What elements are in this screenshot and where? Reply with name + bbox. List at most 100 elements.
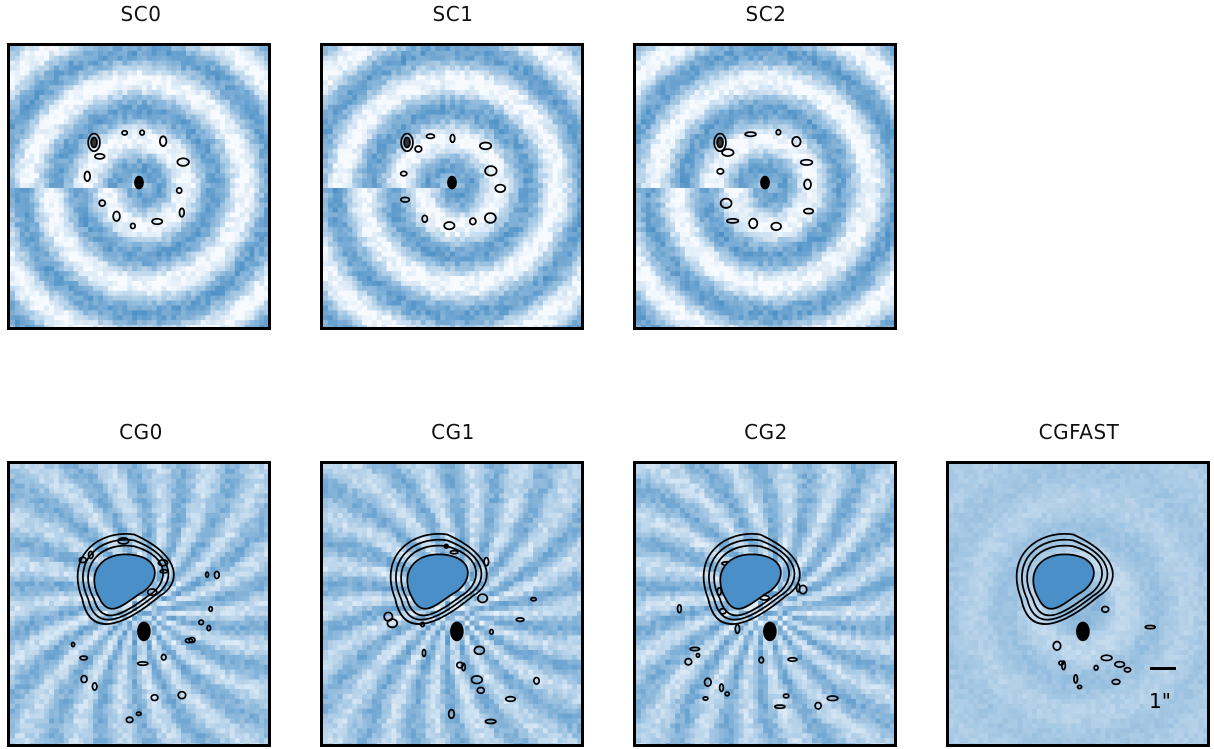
- pixel: [78, 241, 84, 248]
- pixel: [406, 60, 412, 67]
- pixel: [503, 168, 510, 174]
- pixel: [29, 202, 35, 209]
- pixel: [454, 202, 461, 209]
- pixel: [195, 143, 202, 150]
- pixel: [229, 119, 236, 125]
- pixel: [171, 295, 177, 302]
- pixel: [498, 139, 505, 145]
- pixel: [523, 80, 529, 86]
- pixel: [39, 212, 45, 218]
- pixel: [176, 192, 182, 199]
- pixel: [503, 129, 510, 135]
- pixel: [567, 80, 573, 86]
- pixel: [352, 124, 358, 130]
- pixel: [229, 109, 236, 116]
- pixel: [53, 227, 60, 233]
- pixel: [225, 75, 231, 81]
- pixel: [10, 60, 16, 67]
- pixel: [161, 114, 167, 120]
- pixel: [396, 109, 402, 116]
- pixel: [396, 207, 402, 213]
- pixel: [234, 187, 241, 194]
- pixel: [498, 119, 505, 125]
- pixel: [352, 85, 358, 91]
- pixel: [151, 183, 158, 189]
- pixel: [83, 55, 89, 62]
- pixel: [112, 109, 118, 116]
- pixel: [146, 143, 153, 150]
- pixel: [264, 55, 268, 62]
- pixel: [171, 99, 177, 106]
- pixel: [83, 124, 89, 130]
- pixel: [239, 114, 246, 120]
- pixel: [264, 104, 268, 111]
- pixel: [557, 163, 563, 169]
- pixel: [122, 295, 128, 302]
- pixel: [166, 173, 172, 179]
- pixel: [396, 192, 402, 199]
- pixel: [24, 163, 31, 169]
- pixel: [68, 212, 75, 218]
- pixel: [24, 320, 31, 326]
- pixel: [533, 163, 539, 169]
- pixel: [572, 148, 578, 155]
- pixel: [83, 153, 89, 160]
- pixel: [39, 222, 45, 228]
- pixel: [352, 104, 358, 111]
- pixel: [547, 197, 554, 204]
- pixel: [479, 134, 485, 140]
- pixel: [503, 55, 510, 62]
- pixel: [141, 251, 148, 257]
- pixel: [337, 202, 344, 209]
- pixel: [132, 46, 138, 52]
- pixel: [513, 187, 519, 194]
- pixel: [68, 276, 75, 282]
- pixel: [440, 217, 446, 223]
- pixel: [205, 271, 211, 277]
- pixel: [391, 202, 397, 209]
- pixel: [181, 227, 187, 233]
- pixel: [503, 75, 510, 81]
- pixel: [323, 158, 329, 164]
- pixel: [10, 266, 16, 272]
- pixel: [14, 173, 21, 179]
- pixel: [225, 192, 231, 199]
- pixel: [220, 212, 226, 218]
- pixel: [479, 202, 485, 209]
- pixel: [78, 134, 84, 140]
- pixel: [332, 99, 339, 106]
- pixel: [127, 246, 133, 253]
- pixel: [528, 143, 534, 150]
- pixel: [347, 134, 353, 140]
- pixel: [14, 285, 21, 292]
- pixel: [420, 143, 427, 150]
- pixel: [362, 99, 368, 106]
- pixel: [552, 178, 559, 184]
- pixel: [401, 109, 407, 116]
- pixel: [200, 295, 206, 302]
- pixel: [97, 109, 104, 116]
- pixel: [24, 310, 31, 316]
- pixel: [435, 129, 441, 135]
- pixel: [200, 202, 206, 209]
- pixel: [454, 153, 461, 160]
- pixel: [494, 114, 500, 120]
- pixel: [132, 90, 138, 96]
- pixel: [73, 222, 79, 228]
- pixel: [195, 94, 202, 101]
- pixel: [78, 310, 84, 316]
- pixel: [254, 217, 260, 223]
- pixel: [386, 178, 392, 184]
- pixel: [156, 65, 162, 71]
- pixel: [112, 290, 118, 297]
- pixel: [14, 280, 21, 287]
- pixel: [176, 187, 182, 194]
- pixel: [63, 266, 70, 272]
- pixel: [156, 168, 162, 174]
- pixel: [337, 75, 344, 81]
- pixel: [171, 80, 177, 86]
- pixel: [342, 80, 348, 86]
- pixel: [259, 139, 265, 145]
- pixel: [239, 280, 246, 287]
- pixel: [518, 129, 524, 135]
